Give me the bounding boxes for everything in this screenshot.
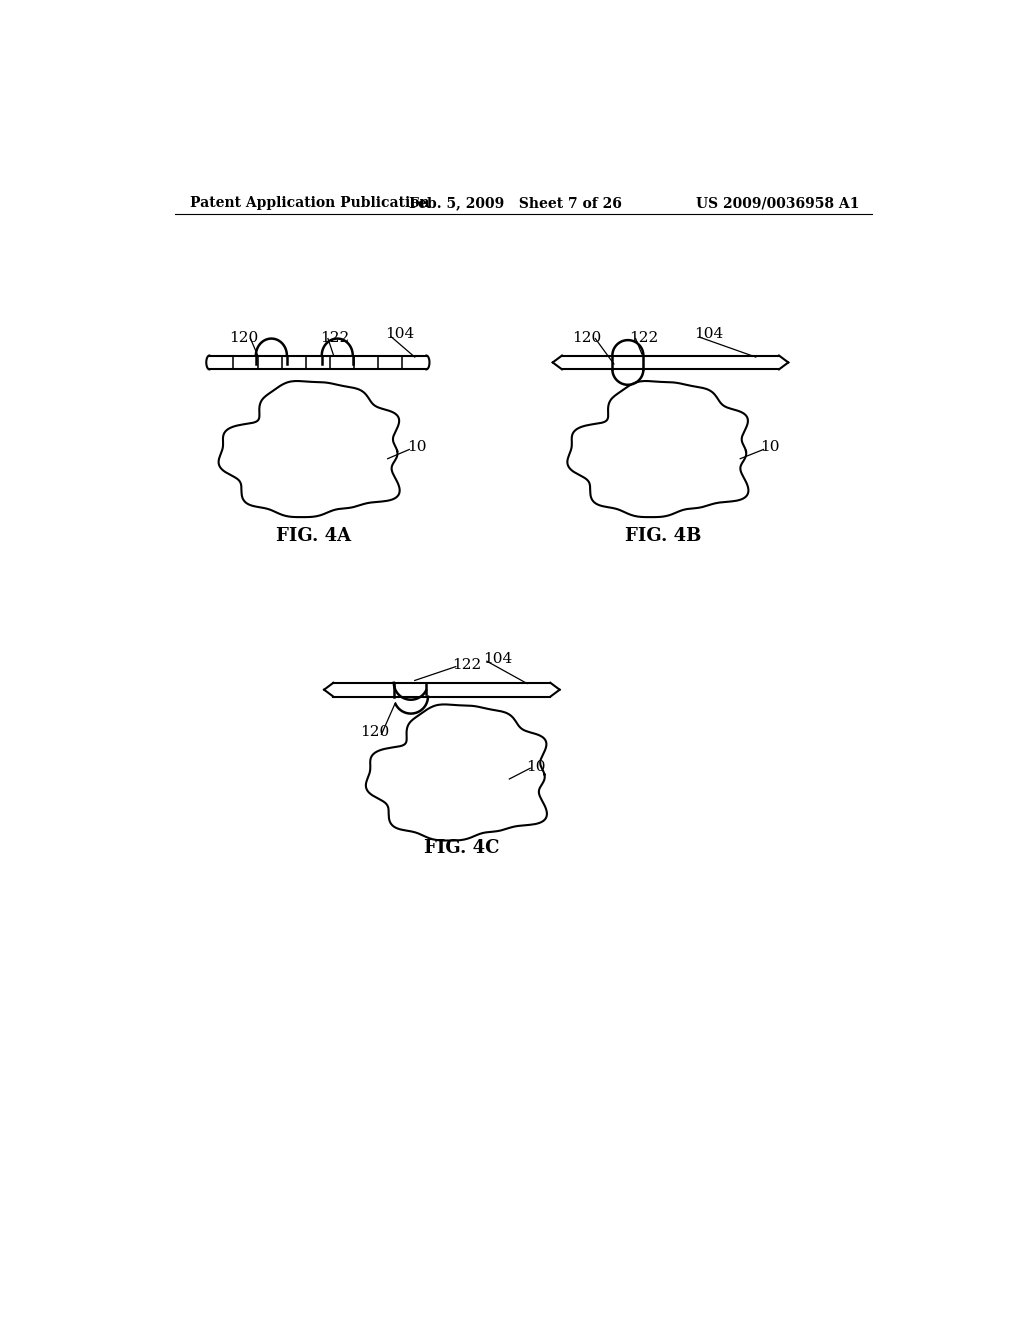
Text: 120: 120 [572,331,601,345]
Text: 10: 10 [760,440,779,454]
Text: US 2009/0036958 A1: US 2009/0036958 A1 [696,197,859,210]
Text: 122: 122 [630,331,658,345]
Text: FIG. 4B: FIG. 4B [625,527,701,545]
Text: 10: 10 [407,440,427,454]
Text: FIG. 4A: FIG. 4A [276,527,351,545]
Text: 120: 120 [228,331,258,345]
Text: 104: 104 [385,327,415,341]
Text: 122: 122 [321,331,349,345]
Text: FIG. 4C: FIG. 4C [424,838,499,857]
Text: Feb. 5, 2009   Sheet 7 of 26: Feb. 5, 2009 Sheet 7 of 26 [409,197,622,210]
Text: 104: 104 [483,652,512,665]
Text: 10: 10 [526,760,546,774]
Text: 122: 122 [452,659,481,672]
Text: Patent Application Publication: Patent Application Publication [190,197,430,210]
Text: 120: 120 [360,725,390,739]
Text: 104: 104 [693,327,723,341]
